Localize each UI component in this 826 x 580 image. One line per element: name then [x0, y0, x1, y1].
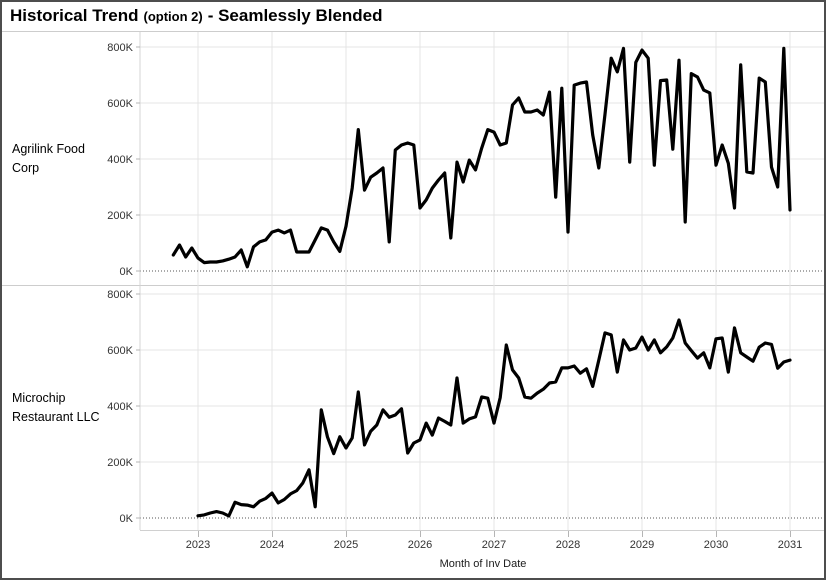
y-tick-label: 600K	[107, 98, 133, 110]
x-tick-label: 2027	[481, 539, 507, 551]
x-tick-label: 2026	[407, 539, 433, 551]
x-tick	[641, 531, 643, 537]
x-tick	[345, 531, 347, 537]
title-text: Historical Trend	[10, 6, 139, 25]
gridlines	[140, 32, 824, 285]
y-tick-label: 0K	[120, 513, 134, 525]
y-tick-label: 200K	[107, 457, 133, 469]
gridlines	[140, 285, 824, 530]
x-tick	[419, 531, 421, 537]
y-tick-label: 600K	[107, 345, 133, 357]
y-tick-label: 400K	[107, 401, 133, 413]
y-tick-label: 800K	[107, 289, 133, 301]
row-label-microchip: Microchip Restaurant LLC	[12, 390, 100, 424]
x-tick-label: 2023	[185, 539, 211, 551]
x-tick	[271, 531, 273, 537]
line-chart-agrilink[interactable]: 0K 200K 400K 600K 800K	[100, 32, 826, 285]
x-axis-line	[140, 530, 824, 531]
y-tick-label: 0K	[120, 266, 134, 278]
row-label-agrilink: Agrilink Food Corp	[12, 141, 85, 175]
x-tick	[567, 531, 569, 537]
x-tick	[789, 531, 791, 537]
x-tick	[197, 531, 199, 537]
x-axis: 2023 2024 2025 2026 2027 2028 2029 2030 2031	[100, 531, 824, 557]
y-tick-label: 400K	[107, 154, 133, 166]
line-chart-microchip[interactable]: 0K 200K 400K 600K 800K	[100, 285, 826, 530]
x-tick	[715, 531, 717, 537]
trend-line-microchip[interactable]	[196, 318, 792, 518]
x-axis-title: Month of Inv Date	[439, 558, 527, 570]
x-tick-label: 2031	[777, 539, 803, 551]
page-title: Historical Trend (option 2) - Seamlessly B…	[2, 2, 824, 30]
title-divider	[2, 31, 824, 32]
x-tick-label: 2028	[555, 539, 581, 551]
trend-line-agrilink[interactable]	[171, 46, 792, 269]
title-suffix-text: - Seamlessly Blended	[207, 6, 383, 25]
title-option-note: (option 2)	[143, 9, 203, 24]
x-tick-label: 2030	[703, 539, 729, 551]
y-tick-label: 200K	[107, 210, 133, 222]
x-tick	[493, 531, 495, 537]
y-tick-label: 800K	[107, 42, 133, 54]
x-tick-label: 2025	[333, 539, 359, 551]
x-tick-label: 2024	[259, 539, 285, 551]
x-tick-label: 2029	[629, 539, 655, 551]
row-divider	[2, 285, 824, 286]
